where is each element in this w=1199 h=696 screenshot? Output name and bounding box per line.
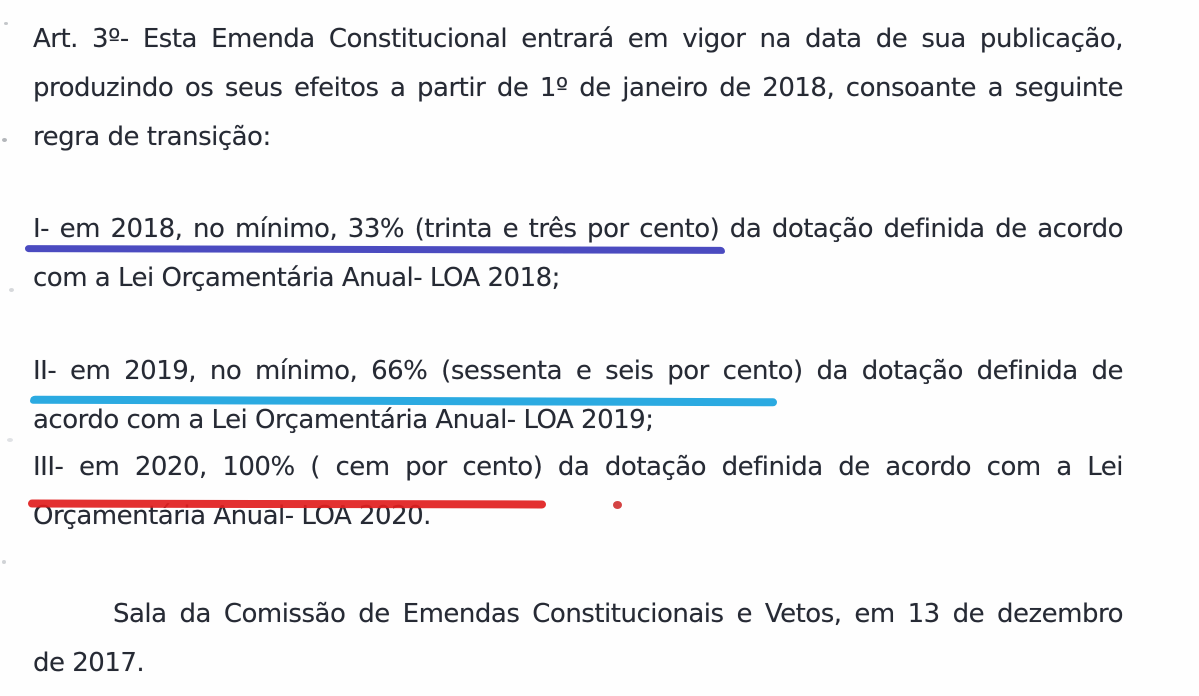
text-line: III- em 2020, 100% ( cem por cento) da d…: [33, 452, 1124, 482]
text-line: acordo com a Lei Orçamentária Anual- LOA…: [33, 405, 654, 435]
paragraph-art3: Art. 3º- Esta Emenda Constitucional entr…: [33, 15, 1124, 162]
scan-speck: [2, 138, 7, 142]
text-line: regra de transição:: [33, 122, 271, 152]
text-line: Sala da Comissão de Emendas Constitucion…: [113, 599, 1124, 629]
scan-speck: [4, 22, 8, 25]
pen-underline-red: [27, 499, 547, 509]
scan-speck: [9, 288, 14, 292]
text-line: I- em 2018, no mínimo, 33% (trinta e trê…: [33, 214, 1124, 244]
text-line: com a Lei Orçamentária Anual- LOA 2018;: [33, 263, 560, 293]
paragraph-closing: Sala da Comissão de Emendas Constitucion…: [33, 590, 1124, 688]
paragraph-item-1: I- em 2018, no mínimo, 33% (trinta e trê…: [33, 205, 1124, 303]
paragraph-item-2: II- em 2019, no mínimo, 66% (sessenta e …: [33, 347, 1124, 445]
text-line: produzindo os seus efeitos a partir de 1…: [33, 73, 1124, 103]
text-line: Art. 3º- Esta Emenda Constitucional entr…: [33, 24, 1124, 54]
scan-speck: [7, 438, 13, 442]
paragraph-item-3: III- em 2020, 100% ( cem por cento) da d…: [33, 443, 1124, 541]
text-line: II- em 2019, no mínimo, 66% (sessenta e …: [33, 356, 1124, 386]
scan-speck: [2, 560, 6, 564]
pen-dot-red: [613, 501, 622, 509]
text-line: de 2017.: [33, 648, 145, 678]
